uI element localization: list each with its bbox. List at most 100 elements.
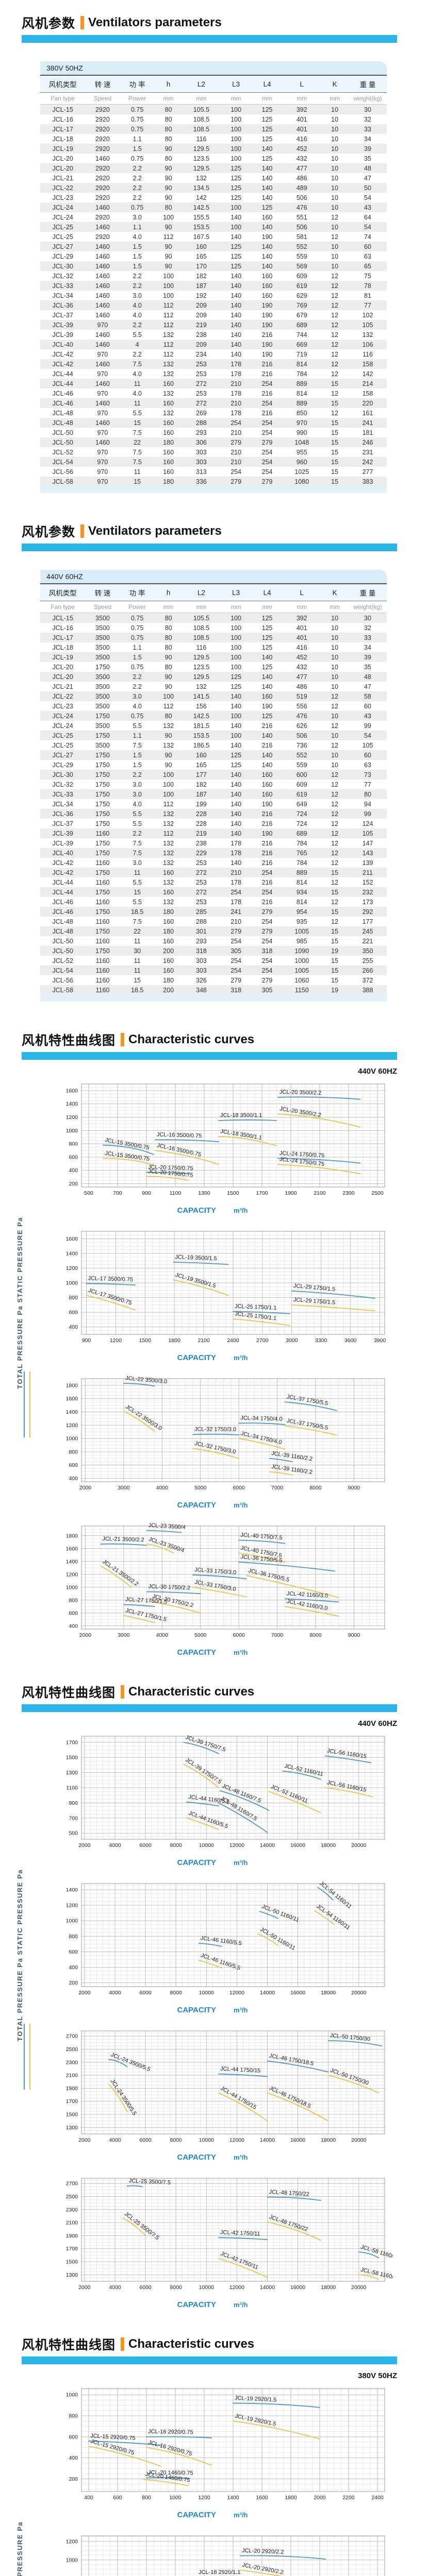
- cell: 272: [196, 380, 207, 387]
- curves: [108, 2040, 382, 2122]
- column-unit: Power: [120, 601, 155, 613]
- cell: 160: [163, 429, 174, 436]
- cell: 12: [331, 781, 339, 788]
- table-row: JCL-19 3500 1.5 90 129.5 100 140 452 10 39: [40, 652, 387, 662]
- cell: 160: [261, 790, 273, 798]
- cell: 54: [364, 223, 371, 231]
- cell: 0.75: [130, 614, 144, 622]
- cell: 167.5: [193, 233, 210, 241]
- capacity-unit: m³/h: [234, 1501, 248, 1509]
- cell: 125: [261, 624, 273, 632]
- svg-text:10000: 10000: [199, 2284, 214, 2291]
- cell: JCL-23: [52, 194, 73, 201]
- cell: 105: [362, 741, 373, 749]
- cell: 4.0: [133, 370, 142, 378]
- cell: 11: [134, 399, 141, 407]
- cell: 970: [97, 389, 108, 397]
- curve: [218, 2258, 268, 2278]
- svg-text:200: 200: [69, 1181, 78, 1187]
- cell: 190: [261, 233, 273, 241]
- cell: 279: [261, 908, 273, 916]
- cell: 124: [362, 820, 373, 827]
- table-row: JCL-46 1460 11 160 272 210 254 889 15 220: [40, 398, 387, 408]
- cell: 125: [231, 194, 242, 201]
- cell: 160: [163, 888, 174, 896]
- cell: 190: [261, 341, 273, 348]
- axis-ticks: 500 700 900 1100 1300 1500 1700 2000 4000 6000 800…: [66, 1739, 367, 1849]
- table-row: JCL-42 1160 3.0 132 253 140 216 784 12 139: [40, 858, 387, 868]
- svg-text:2500: 2500: [66, 2194, 78, 2200]
- svg-text:1800: 1800: [169, 1337, 181, 1344]
- cell: 318: [196, 947, 207, 955]
- cell: 216: [261, 878, 273, 886]
- cell: 1750: [95, 771, 110, 778]
- voltage-tab: 380V 50HZ: [40, 61, 387, 75]
- cell: 125: [261, 204, 273, 211]
- cell: 216: [261, 331, 273, 338]
- cell: 1460: [95, 341, 110, 348]
- cell: 125: [231, 761, 242, 769]
- cell: 3.0: [133, 781, 142, 788]
- cell: 11: [134, 957, 141, 964]
- cell: 100: [231, 663, 242, 671]
- cell: JCL-27: [52, 243, 73, 250]
- cell: 253: [196, 898, 207, 906]
- cell: 1.5: [133, 243, 142, 250]
- svg-text:3600: 3600: [344, 1337, 357, 1344]
- cell: JCL-24: [52, 213, 73, 221]
- cell: 241: [231, 908, 242, 916]
- table-row: JCL-25 1460 1.1 90 153.5 100 140 506 10 54: [40, 222, 387, 232]
- curve: [218, 2237, 268, 2240]
- cell: 4.0: [133, 800, 142, 808]
- cell: 629: [296, 292, 307, 299]
- svg-text:14000: 14000: [260, 1842, 275, 1849]
- cell: 1750: [95, 908, 110, 916]
- svg-text:1700: 1700: [256, 1190, 268, 1196]
- cell: 142.5: [193, 712, 210, 720]
- cell: JCL-56: [52, 468, 73, 476]
- cell: 3500: [95, 653, 110, 661]
- curve-label: JCL-20 2920/2.2: [241, 2562, 284, 2576]
- ventilators-parameters-section-440v: 风机参数 Ventilators parameters 440V 60HZ 风机类…: [0, 509, 428, 1002]
- cell: 3500: [95, 692, 110, 700]
- cell: 15: [134, 419, 141, 427]
- svg-text:1400: 1400: [227, 2495, 239, 2501]
- chart-svg: 400 600 800 1000 1200 1400 1600 1800 2000 3000 400…: [66, 1522, 385, 1638]
- cell: 506: [296, 732, 307, 739]
- cell: 100: [231, 712, 242, 720]
- curve-label: JCL-34 1750/4.0: [240, 1415, 283, 1422]
- curve: [218, 1119, 277, 1121]
- svg-text:1300: 1300: [198, 1190, 210, 1196]
- column-unit: mm: [251, 92, 283, 105]
- curve-label: JCL-19 2920/1.5: [235, 2395, 277, 2403]
- cell: JCL-29: [52, 252, 73, 260]
- cell: 125: [231, 184, 242, 192]
- cell: 2.2: [133, 350, 142, 358]
- cell: 12: [331, 331, 339, 338]
- cell: 609: [296, 272, 307, 280]
- table-row: JCL-52 970 7.5 160 303 210 254 955 15 231: [40, 447, 387, 457]
- cell: 180: [163, 478, 174, 485]
- svg-text:18000: 18000: [321, 1842, 336, 1849]
- cell: JCL-30: [52, 262, 73, 270]
- cell: 1460: [95, 331, 110, 338]
- cell: 221: [362, 937, 373, 945]
- table-row: JCL-42 970 2.2 112 234 140 190 719 12 116: [40, 349, 387, 359]
- cell: 970: [97, 409, 108, 417]
- cell: 173: [362, 898, 373, 906]
- svg-text:800: 800: [69, 1449, 78, 1455]
- svg-text:500: 500: [84, 1190, 93, 1196]
- grid: [81, 2178, 385, 2282]
- cell: 401: [296, 115, 307, 123]
- cell: 160: [261, 292, 273, 299]
- cell: 1160: [95, 829, 110, 837]
- cell: 626: [296, 722, 307, 730]
- cell: 1160: [95, 986, 110, 994]
- cell: 1460: [95, 438, 110, 446]
- cell: 12: [331, 370, 339, 378]
- cell: 100: [231, 125, 242, 133]
- svg-text:1700: 1700: [66, 1739, 78, 1745]
- cell: JCL-44: [52, 370, 73, 378]
- cell: 63: [364, 761, 371, 769]
- svg-text:2500: 2500: [371, 1190, 384, 1196]
